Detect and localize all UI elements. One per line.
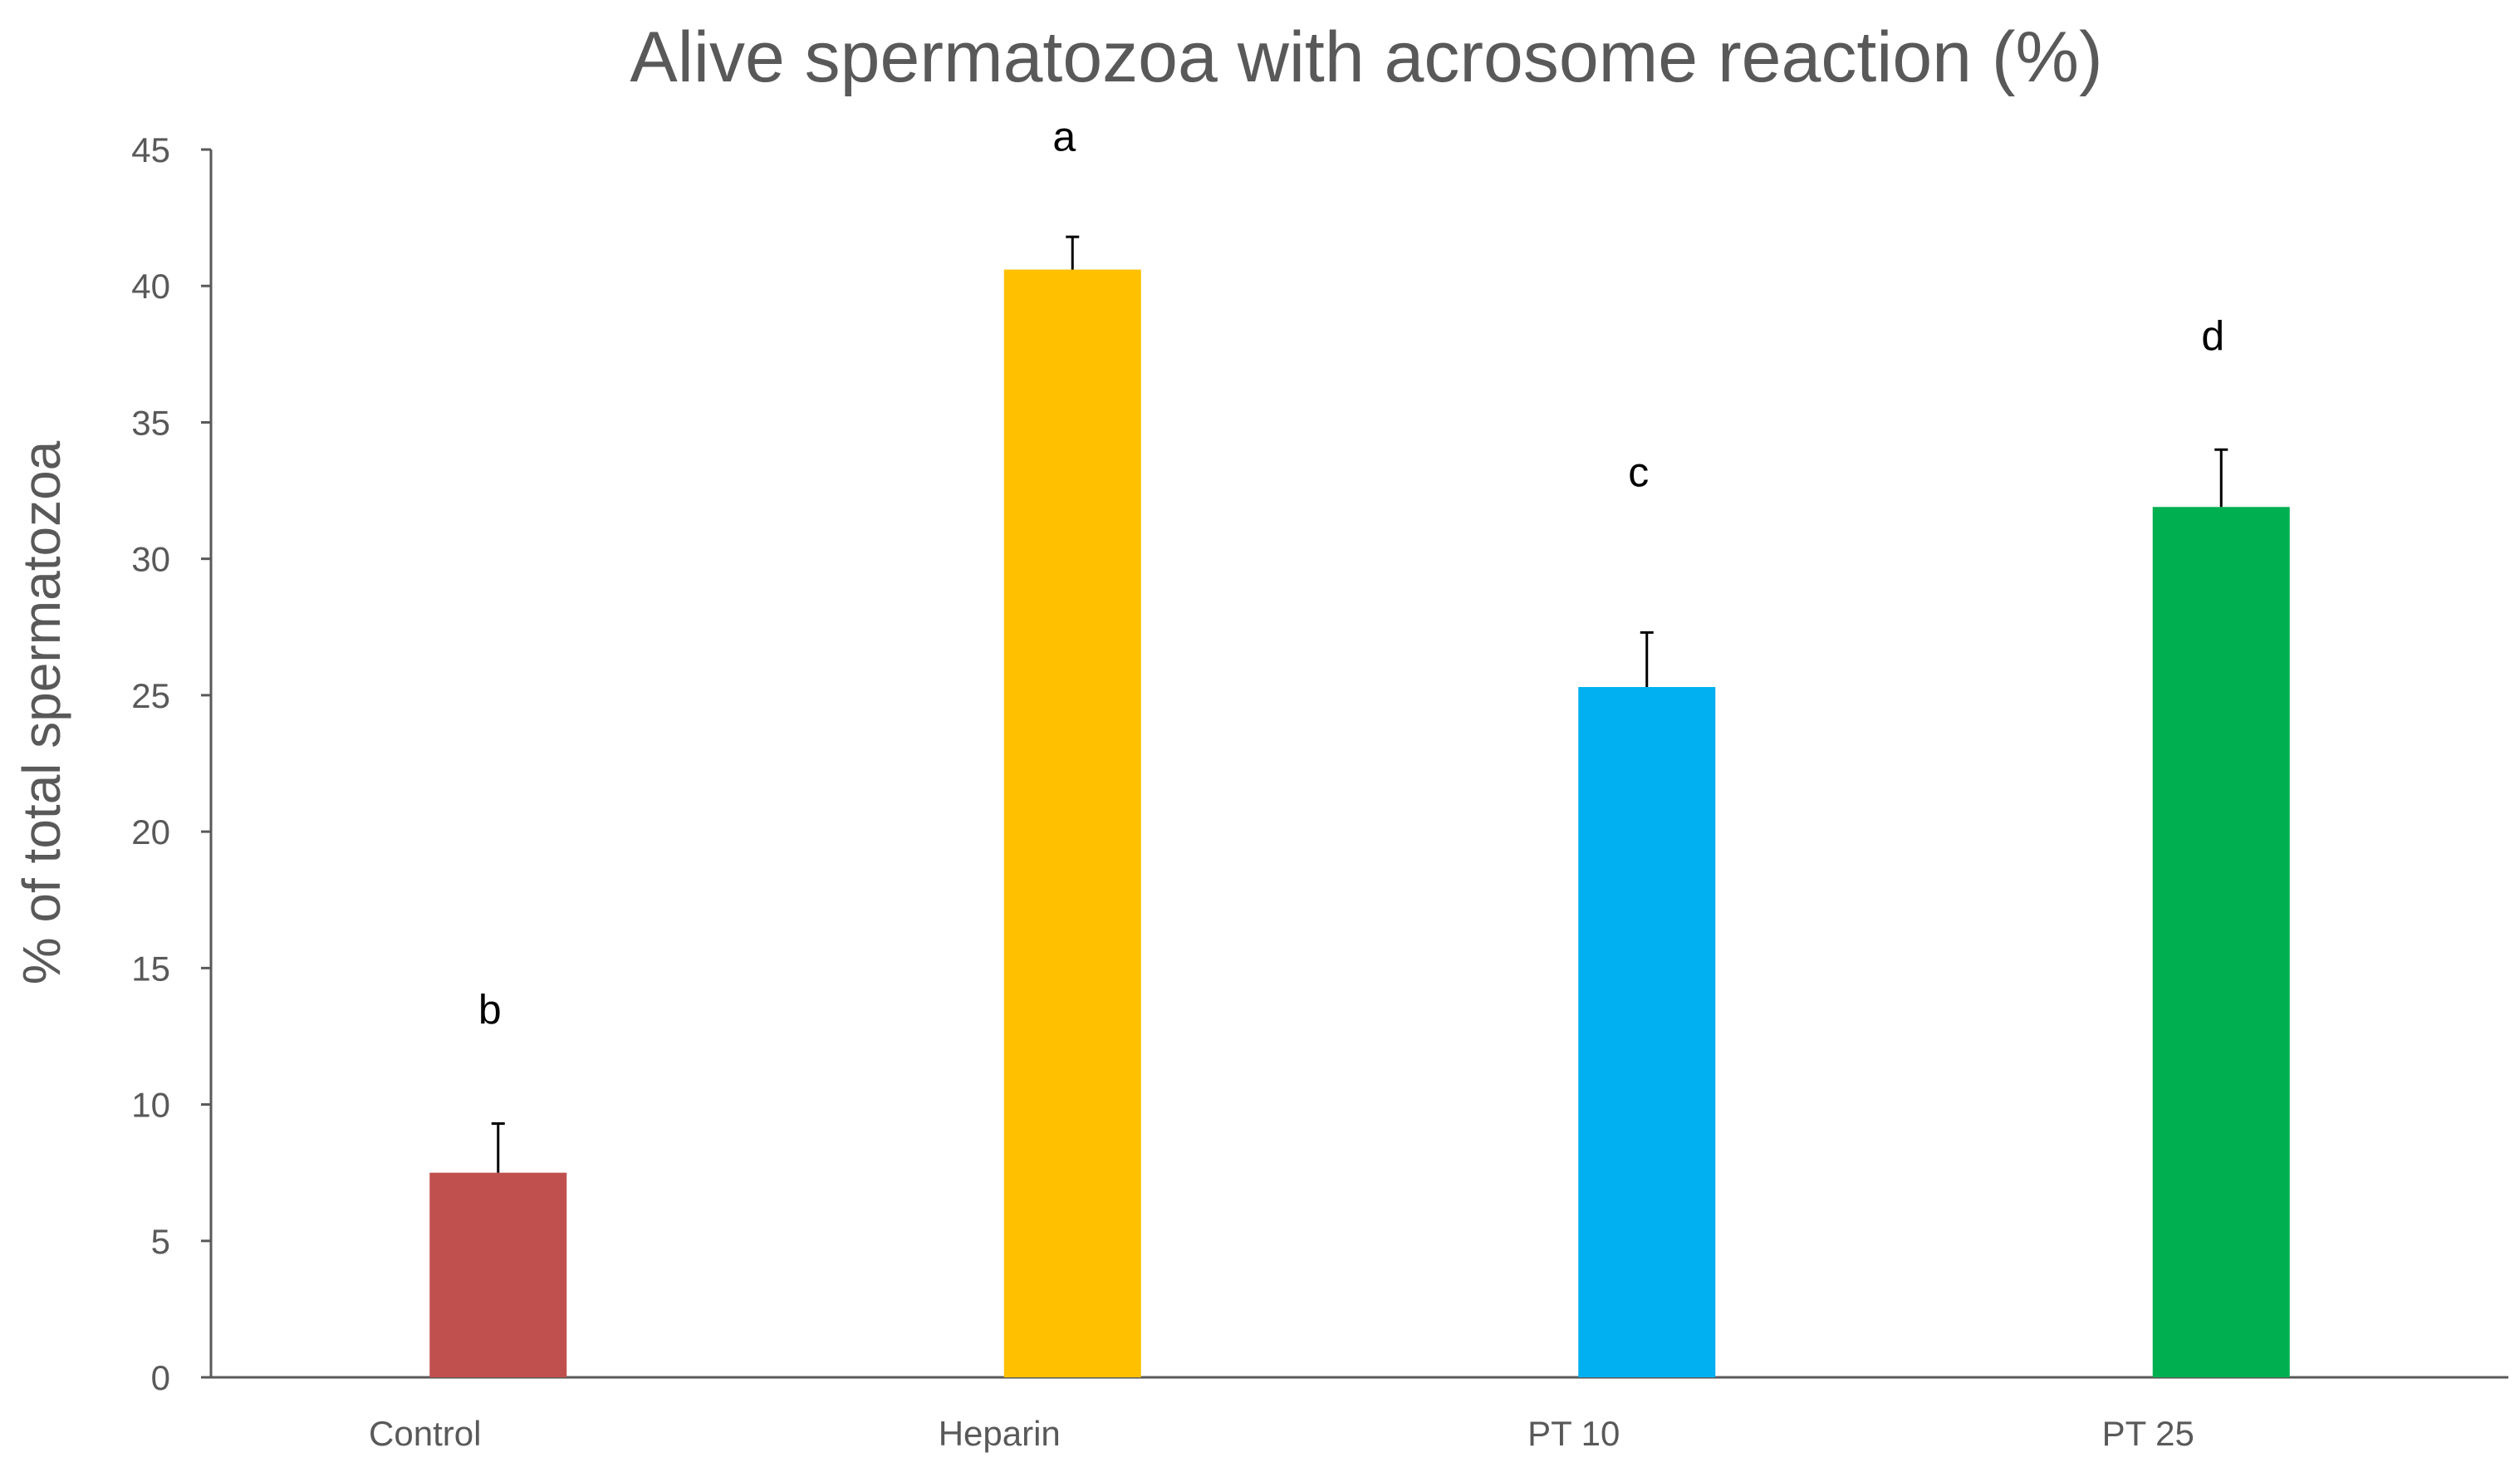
y-tick-label: 35 — [131, 403, 170, 442]
category-label-group: Control Heparin PT 10 PT 25 — [369, 1414, 2194, 1453]
significance-letter: b — [478, 987, 502, 1033]
x-category-label: Control — [369, 1414, 481, 1453]
bar-group — [429, 269, 2290, 1377]
bar-heparin — [1003, 269, 1141, 1377]
y-tick-label: 45 — [131, 130, 170, 169]
bar-control — [429, 1172, 567, 1377]
significance-letter: a — [1052, 114, 1076, 160]
x-category-label: PT 10 — [1527, 1414, 1620, 1453]
y-tick-label: 20 — [131, 812, 170, 851]
y-tick-label: 25 — [131, 676, 170, 715]
y-tick-label: 40 — [131, 267, 170, 306]
y-tick-label: 0 — [151, 1358, 170, 1397]
y-tick-label: 30 — [131, 540, 170, 579]
significance-letter: d — [2201, 312, 2224, 359]
bar-pt-25 — [2152, 507, 2290, 1377]
x-category-label: Heparin — [939, 1414, 1061, 1453]
chart-title: Alive spermatozoa with acrosome reaction… — [630, 17, 2102, 97]
significance-letter: c — [1628, 449, 1649, 496]
significance-label-group: b a c d — [478, 114, 2224, 1033]
y-tick-label: 5 — [151, 1222, 170, 1261]
error-bar-group — [491, 235, 2228, 1173]
y-tick-label: 10 — [131, 1086, 170, 1125]
bar-pt-10 — [1578, 687, 1716, 1377]
y-tick-group: 0 5 10 15 20 25 30 35 40 45 — [131, 130, 211, 1397]
x-category-label: PT 25 — [2102, 1414, 2194, 1453]
y-axis-label: % of total spermatozoa — [12, 440, 71, 984]
y-tick-label: 15 — [131, 949, 170, 988]
